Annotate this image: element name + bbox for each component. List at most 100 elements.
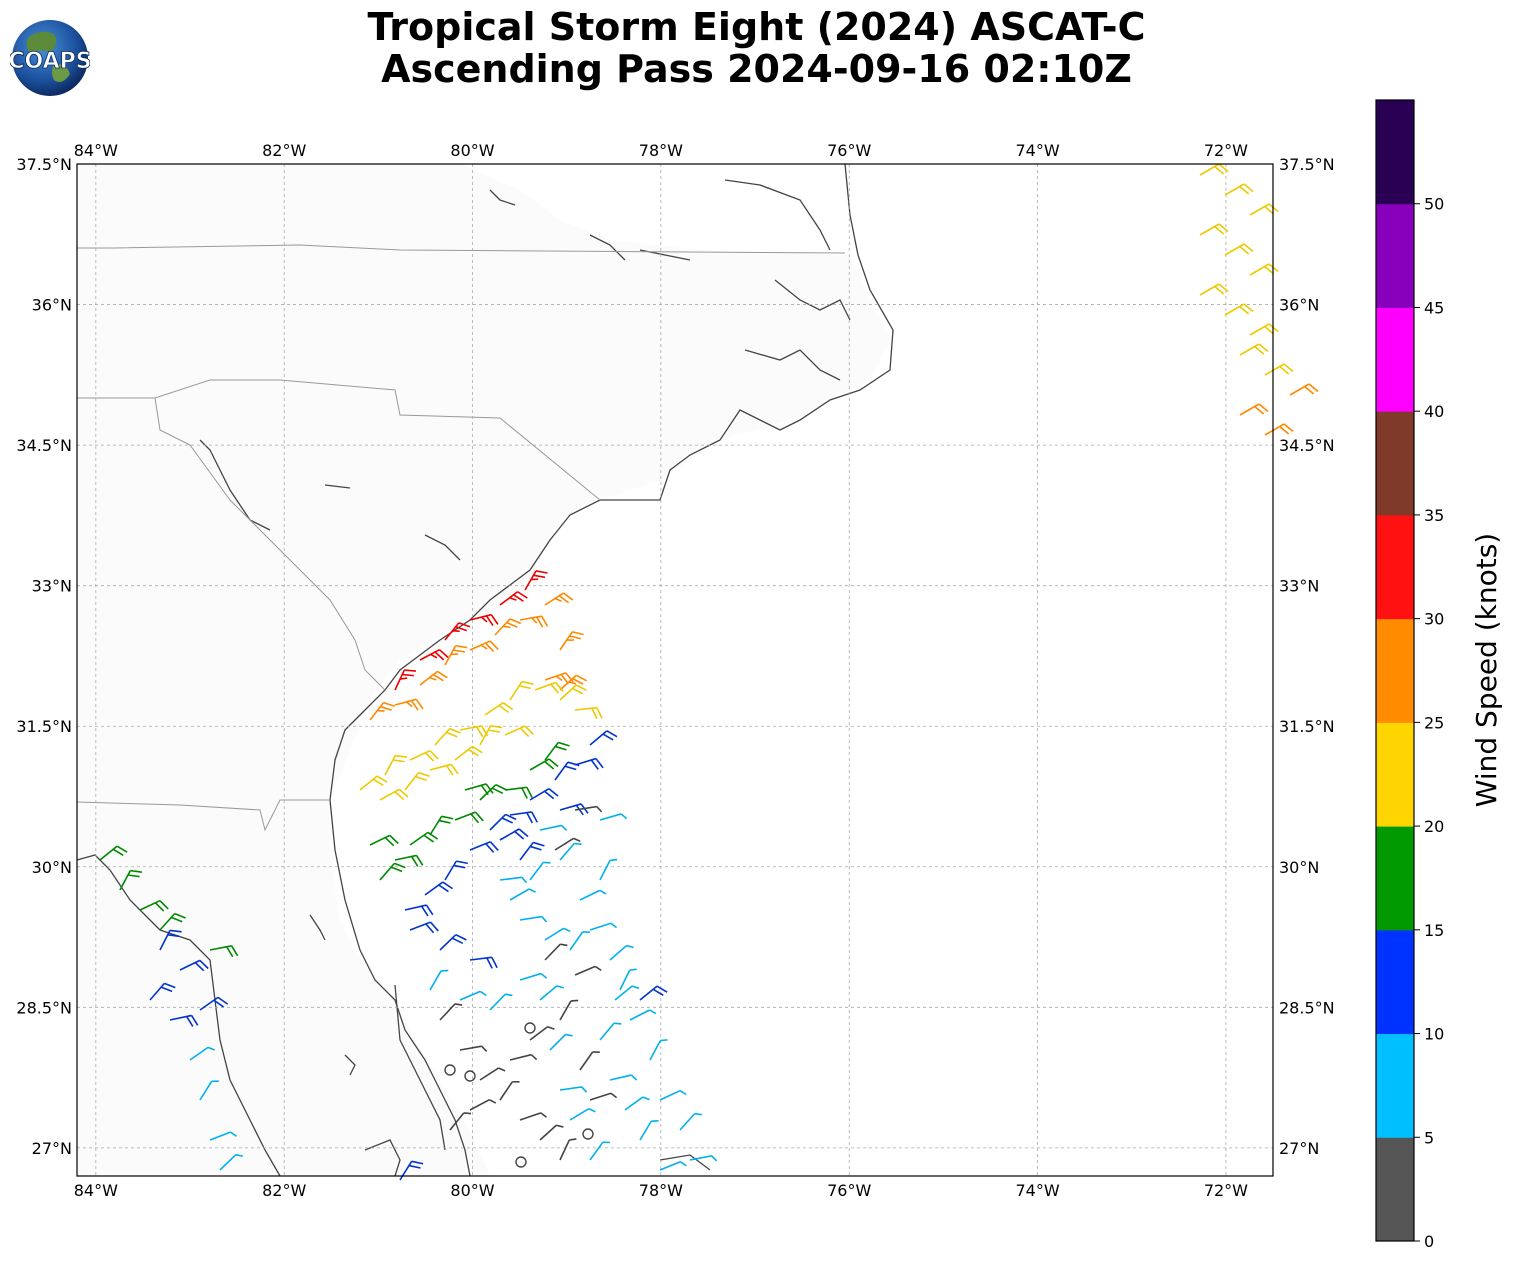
wind-barb bbox=[419, 648, 449, 661]
calm-wind-circle bbox=[524, 1022, 536, 1034]
wind-barb bbox=[409, 921, 439, 934]
wind-barb bbox=[454, 745, 483, 761]
lat-tick-label: 30°N bbox=[1279, 858, 1319, 877]
wind-barb bbox=[429, 969, 449, 991]
colorbar-tick-label: 40 bbox=[1424, 402, 1444, 421]
wind-barb bbox=[599, 813, 628, 821]
wind-barb bbox=[499, 591, 528, 606]
lon-tick-label: 82°W bbox=[262, 1181, 306, 1200]
lat-tick-label: 31.5°N bbox=[1279, 717, 1335, 736]
lat-tick-label: 37.5°N bbox=[1279, 155, 1335, 174]
wind-barb bbox=[529, 758, 559, 771]
wind-barb bbox=[169, 1014, 199, 1027]
wind-barb bbox=[519, 915, 548, 923]
wind-barb bbox=[409, 831, 439, 846]
wind-barb bbox=[444, 860, 468, 881]
wind-barb bbox=[404, 904, 434, 917]
wind-barb bbox=[589, 1141, 611, 1161]
wind-barb bbox=[559, 630, 584, 651]
lat-tick-label: 28.5°N bbox=[1279, 998, 1335, 1017]
svg-text:COAPS: COAPS bbox=[10, 49, 90, 74]
wind-barb bbox=[469, 956, 498, 969]
wind-barb bbox=[569, 931, 590, 951]
wind-barb bbox=[404, 771, 430, 791]
wind-barb bbox=[469, 841, 499, 853]
wind-barb bbox=[524, 570, 548, 591]
wind-barb bbox=[559, 999, 579, 1021]
lat-tick-labels-left: 37.5°N 36°N 34.5°N 33°N 31.5°N 30°N 28.5°N 27°N bbox=[16, 155, 72, 1158]
wind-barb bbox=[509, 680, 534, 701]
title-line-2: Ascending Pass 2024-09-16 02:10Z bbox=[381, 47, 1132, 91]
colorbar-segment bbox=[1376, 618, 1414, 723]
colorbar-segment bbox=[1376, 1033, 1414, 1138]
colorbar-label: Wind Speed (knots) bbox=[1470, 533, 1503, 807]
wind-barb bbox=[384, 754, 408, 776]
wind-barb bbox=[629, 1009, 657, 1021]
wind-barb bbox=[409, 749, 439, 762]
colorbar: 0 5 10 15 20 25 30 35 40 45 50 bbox=[1375, 99, 1444, 1251]
wind-barb bbox=[479, 724, 503, 746]
wind-barb bbox=[579, 889, 607, 901]
lat-tick-label: 36°N bbox=[32, 296, 72, 315]
lon-tick-label: 74°W bbox=[1015, 141, 1059, 160]
colorbar-segment bbox=[1376, 929, 1414, 1035]
wind-barb bbox=[359, 775, 388, 791]
wind-barb bbox=[589, 1092, 618, 1101]
colorbar-tick-label: 10 bbox=[1424, 1025, 1444, 1044]
wind-barb bbox=[454, 811, 484, 824]
wind-barb bbox=[99, 845, 128, 861]
wind-barb bbox=[544, 672, 574, 685]
lon-tick-label: 80°W bbox=[450, 1181, 494, 1200]
wind-barb bbox=[479, 1067, 506, 1081]
wind-barb bbox=[559, 684, 587, 701]
lon-tick-label: 76°W bbox=[827, 1181, 871, 1200]
wind-barb bbox=[614, 985, 640, 1001]
colorbar-tick-label: 35 bbox=[1424, 506, 1444, 525]
colorbar-segment bbox=[1376, 307, 1414, 412]
colorbar-segment bbox=[1376, 722, 1414, 827]
lat-tick-label: 27°N bbox=[32, 1139, 72, 1158]
wind-barbs bbox=[99, 163, 1319, 1181]
wind-barb bbox=[619, 968, 637, 991]
wind-barb bbox=[429, 763, 459, 776]
wind-barb bbox=[1289, 383, 1319, 396]
calm-wind-circle bbox=[444, 1064, 456, 1076]
wind-barb bbox=[494, 618, 522, 636]
wind-barb bbox=[1224, 303, 1254, 316]
wind-barb bbox=[429, 815, 454, 836]
colorbar-tick-label: 0 bbox=[1424, 1232, 1434, 1251]
colorbar-segment bbox=[1376, 100, 1414, 205]
wind-barb bbox=[199, 996, 229, 1011]
wind-barb bbox=[509, 1053, 538, 1061]
wind-barb bbox=[479, 783, 507, 801]
wind-barb bbox=[544, 592, 574, 606]
wind-barb bbox=[139, 899, 169, 912]
lon-tick-label: 76°W bbox=[827, 141, 871, 160]
lat-tick-label: 37.5°N bbox=[16, 155, 72, 174]
lat-tick-label: 34.5°N bbox=[1279, 436, 1335, 455]
wind-barb bbox=[459, 990, 487, 1001]
wind-barb bbox=[394, 854, 424, 867]
wind-barb bbox=[469, 640, 499, 653]
wind-barb bbox=[539, 824, 568, 832]
wind-barb bbox=[209, 1131, 237, 1141]
wind-barb bbox=[519, 841, 545, 861]
wind-barb bbox=[469, 613, 499, 627]
lat-tick-label: 28.5°N bbox=[16, 998, 72, 1017]
wind-barb bbox=[649, 1039, 668, 1061]
wind-barb bbox=[499, 876, 528, 884]
colorbar-tick-label: 15 bbox=[1424, 921, 1444, 940]
wind-barb bbox=[544, 741, 570, 761]
colorbar-segment bbox=[1376, 514, 1414, 620]
state-borders bbox=[76, 244, 846, 832]
lon-tick-label: 78°W bbox=[639, 141, 683, 160]
wind-barb bbox=[379, 862, 406, 881]
wind-barb bbox=[1199, 223, 1229, 236]
lat-tick-label: 30°N bbox=[32, 858, 72, 877]
wind-barb bbox=[419, 670, 448, 686]
land-terrain bbox=[77, 164, 1273, 1176]
wind-barb bbox=[659, 1089, 687, 1101]
calm-wind-circle bbox=[464, 1070, 476, 1082]
wind-barb bbox=[219, 1153, 244, 1171]
lon-tick-label: 82°W bbox=[262, 141, 306, 160]
